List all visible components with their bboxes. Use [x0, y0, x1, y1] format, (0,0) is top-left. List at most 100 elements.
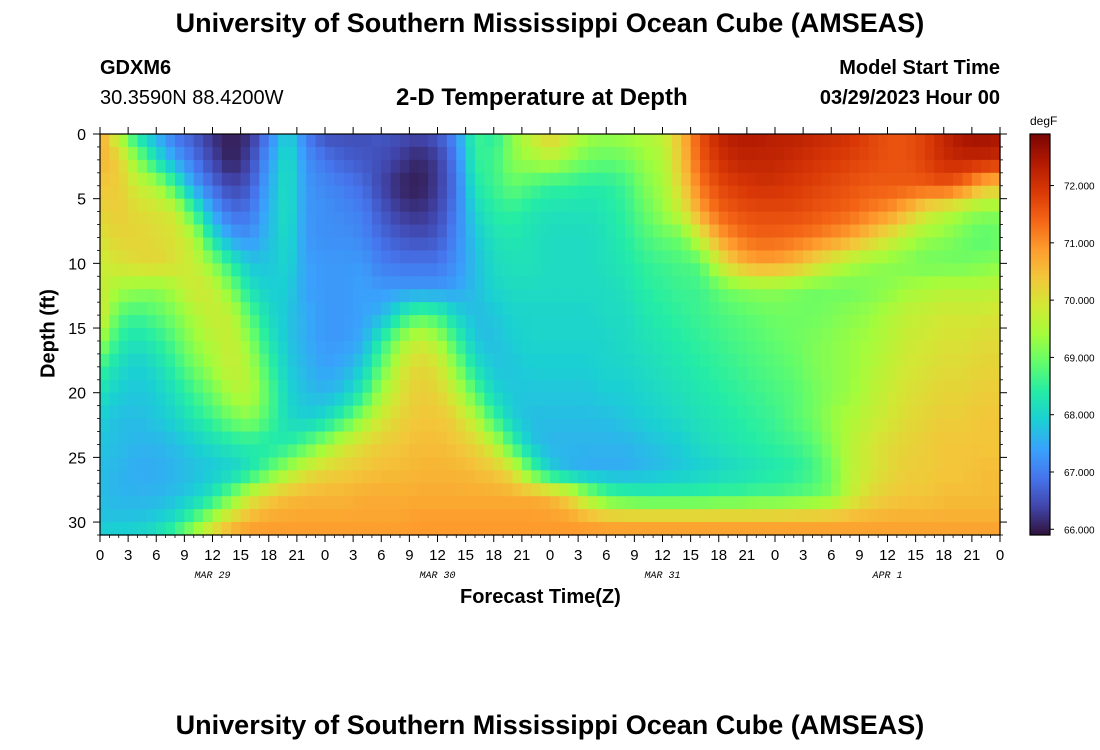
heatmap-cell: [643, 444, 654, 458]
heatmap-cell: [128, 315, 139, 329]
heatmap-cell: [165, 185, 176, 200]
heatmap-cell: [587, 263, 598, 277]
heatmap-cell: [662, 444, 673, 458]
heatmap-cell: [737, 146, 748, 161]
heatmap-cell: [746, 444, 757, 458]
heatmap-cell: [934, 340, 945, 355]
heatmap-cell: [793, 483, 804, 497]
heatmap-cell: [615, 198, 626, 213]
heatmap-cell: [390, 276, 401, 290]
heatmap-cell: [212, 379, 223, 394]
heatmap-cell: [287, 276, 298, 290]
heatmap-cell: [221, 263, 232, 277]
heatmap-cell: [578, 289, 589, 303]
heatmap-cell: [362, 211, 373, 226]
heatmap-cell: [690, 315, 701, 329]
heatmap-cell: [943, 198, 954, 213]
heatmap-cell: [868, 418, 879, 433]
heatmap-cell: [690, 185, 701, 200]
x-tick-label: 3: [799, 547, 807, 564]
heatmap-cell: [203, 328, 214, 342]
heatmap-cell: [437, 379, 448, 394]
heatmap-cell: [146, 353, 157, 368]
x-tick-label: 21: [964, 547, 981, 564]
heatmap-cell: [681, 185, 692, 200]
heatmap-cell: [353, 185, 364, 200]
heatmap-cell: [878, 289, 889, 303]
heatmap-cell: [775, 340, 785, 355]
heatmap-cell: [456, 198, 467, 213]
heatmap-cell: [165, 289, 176, 303]
heatmap-cell: [390, 315, 401, 329]
heatmap-cell: [756, 392, 767, 407]
heatmap-cell: [906, 185, 917, 200]
heatmap-cell: [409, 328, 420, 342]
heatmap-cell: [400, 198, 410, 213]
heatmap-cell: [146, 159, 157, 174]
heatmap-cell: [231, 496, 242, 510]
heatmap-cell: [859, 483, 870, 497]
heatmap-cell: [934, 328, 945, 342]
date-label: MAR 29: [194, 571, 230, 582]
heatmap-cell: [971, 172, 982, 187]
heatmap-cell: [409, 444, 420, 458]
heatmap-cell: [953, 263, 964, 277]
heatmap-cell: [962, 289, 973, 303]
heatmap-cell: [428, 418, 439, 433]
heatmap-cell: [475, 431, 485, 446]
heatmap-cell: [971, 470, 982, 484]
heatmap-cell: [325, 185, 335, 200]
heatmap-cell: [765, 250, 776, 264]
heatmap-cell: [915, 172, 926, 187]
heatmap-cell: [859, 237, 870, 252]
heatmap-cell: [643, 457, 654, 471]
heatmap-cell: [803, 483, 814, 497]
heatmap-cell: [362, 302, 373, 316]
heatmap-cell: [784, 159, 795, 174]
heatmap-cell: [821, 250, 832, 264]
heatmap-cell: [962, 250, 973, 264]
heatmap-cell: [681, 328, 692, 342]
heatmap-cell: [831, 315, 842, 329]
heatmap-cell: [456, 353, 467, 368]
heatmap-cell: [793, 457, 804, 471]
heatmap-cell: [231, 379, 242, 394]
heatmap-cell: [362, 185, 373, 200]
heatmap-cell: [259, 418, 270, 433]
heatmap-cell: [465, 496, 476, 510]
heatmap-cell: [278, 276, 289, 290]
heatmap-cell: [306, 302, 317, 316]
heatmap-cell: [840, 522, 851, 536]
heatmap-cell: [550, 353, 560, 368]
heatmap-cell: [456, 405, 467, 420]
heatmap-cell: [240, 263, 251, 277]
heatmap-cell: [250, 340, 260, 355]
heatmap-cell: [953, 211, 964, 226]
x-tick-label: 3: [574, 547, 582, 564]
heatmap-cell: [990, 315, 1001, 329]
heatmap-cell: [868, 134, 879, 148]
heatmap-cell: [465, 328, 476, 342]
heatmap-cell: [184, 185, 195, 200]
heatmap-cell: [268, 457, 279, 471]
heatmap-cell: [250, 366, 260, 381]
heatmap-cell: [559, 444, 570, 458]
heatmap-cell: [812, 276, 823, 290]
heatmap-cell: [250, 198, 260, 213]
heatmap-cell: [962, 483, 973, 497]
heatmap-cell: [896, 263, 907, 277]
heatmap-cell: [653, 263, 664, 277]
heatmap-cell: [146, 522, 157, 536]
heatmap-cell: [296, 211, 307, 226]
heatmap-cell: [803, 457, 814, 471]
heatmap-cell: [437, 250, 448, 264]
heatmap-cell: [400, 418, 410, 433]
heatmap-cell: [512, 353, 523, 368]
heatmap-cell: [231, 340, 242, 355]
heatmap-cell: [278, 289, 289, 303]
heatmap-cell: [915, 444, 926, 458]
y-tick-label: 30: [68, 515, 86, 532]
heatmap-cell: [831, 263, 842, 277]
heatmap-cell: [775, 211, 785, 226]
heatmap-cell: [315, 172, 326, 187]
